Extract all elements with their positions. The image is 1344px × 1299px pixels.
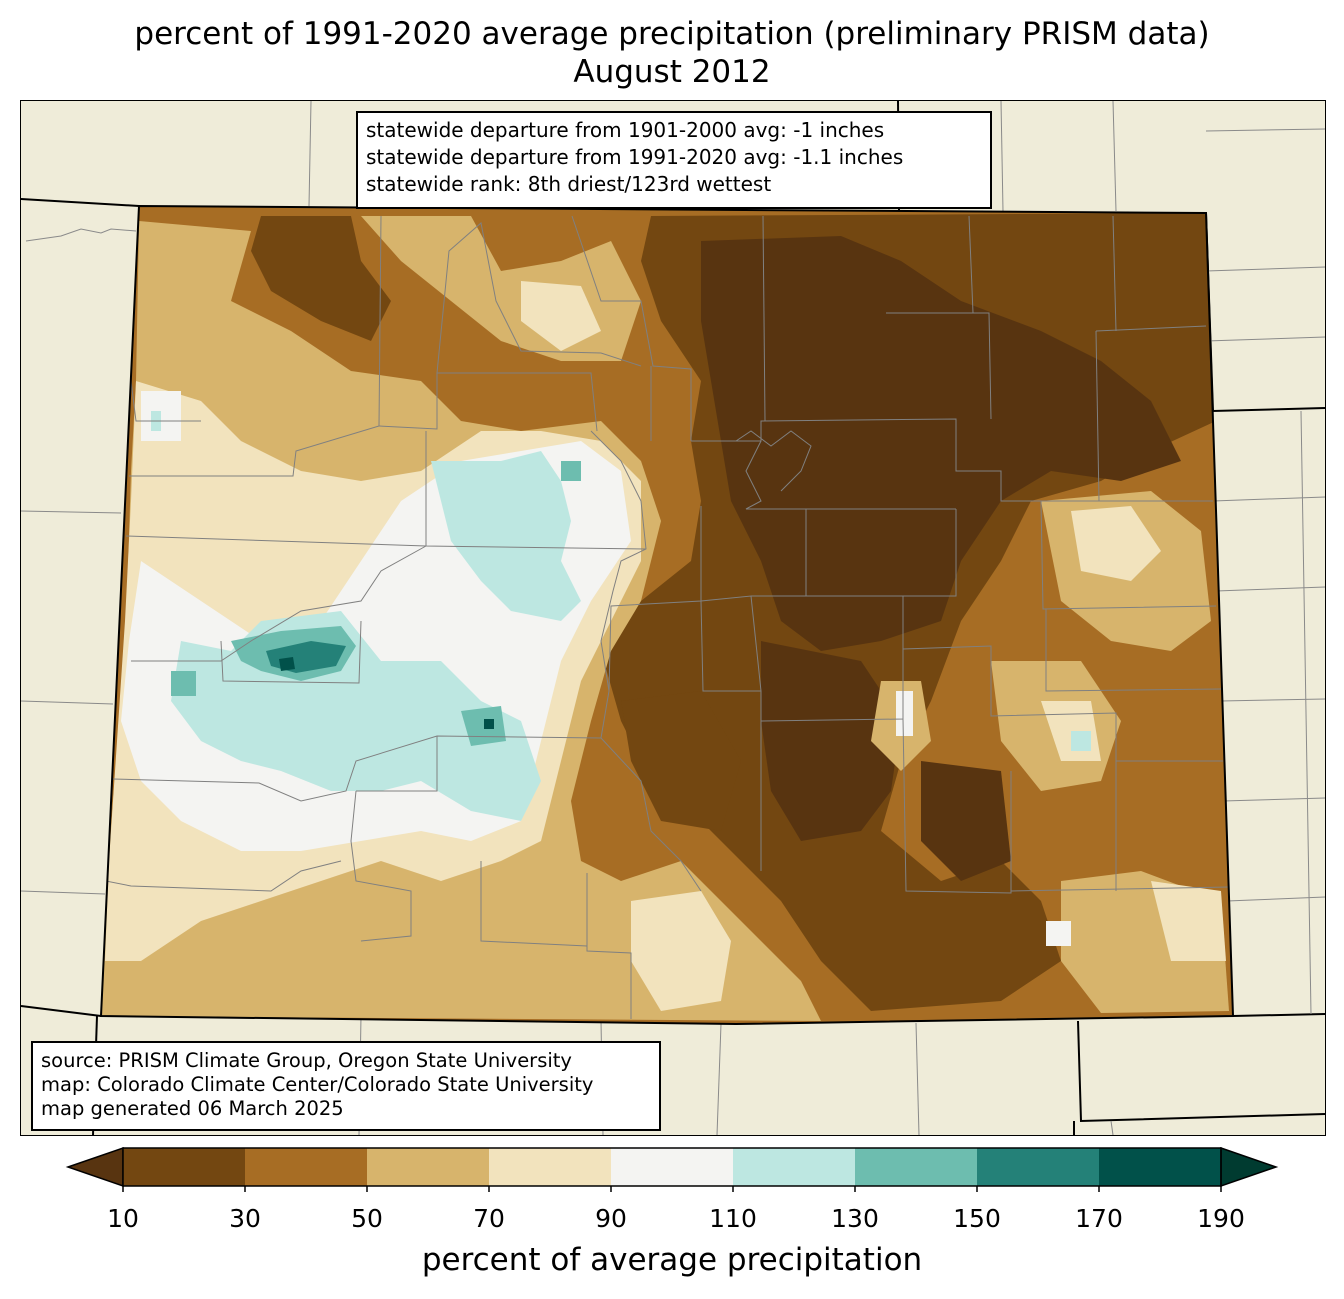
colorbar-segment xyxy=(611,1148,734,1186)
colorbar-segment xyxy=(367,1148,490,1186)
map-frame xyxy=(20,100,1326,1136)
precipitation-map xyxy=(21,101,1325,1135)
colorbar-outline xyxy=(122,1147,1222,1187)
colorbar-segment xyxy=(855,1148,978,1186)
colorbar-tick-label: 190 xyxy=(1197,1204,1245,1233)
county-lines xyxy=(105,215,1232,1019)
map-credit-line: map: Colorado Climate Center/Colorado St… xyxy=(41,1073,594,1096)
colorbar-label: percent of average precipitation xyxy=(421,1242,923,1278)
colorbar-segment xyxy=(245,1148,368,1186)
colorbar xyxy=(65,1146,1279,1192)
colorbar-tick-label: 30 xyxy=(229,1204,261,1233)
statewide-stats-box: statewide departure from 1901-2000 avg: … xyxy=(356,111,992,209)
colorbar-tick-label: 10 xyxy=(107,1204,139,1233)
colorbar-tick-label: 150 xyxy=(953,1204,1001,1233)
source-box: source: PRISM Climate Group, Oregon Stat… xyxy=(31,1041,661,1131)
colorbar-tick-label: 70 xyxy=(473,1204,505,1233)
colorbar-segments xyxy=(123,1148,1222,1186)
precip-170-190 xyxy=(279,657,494,729)
colorbar-segment xyxy=(489,1148,612,1186)
colorbar-ticks xyxy=(122,1186,1222,1192)
colorbar-tick-label: 50 xyxy=(351,1204,383,1233)
map-subtitle: August 2012 xyxy=(573,54,771,90)
colorbar-segment xyxy=(123,1148,246,1186)
stats-departure-1991-2020: statewide departure from 1991-2020 avg: … xyxy=(366,145,904,169)
map-title: percent of 1991-2020 average precipitati… xyxy=(134,16,1210,52)
colorado-border xyxy=(99,204,1235,1026)
source-line: source: PRISM Climate Group, Oregon Stat… xyxy=(41,1049,572,1072)
colorbar-tick-label: 110 xyxy=(709,1204,757,1233)
colorbar-segment xyxy=(1099,1148,1222,1186)
colorbar-segment xyxy=(977,1148,1100,1186)
colorbar-under-arrow xyxy=(65,1146,124,1188)
colorbar-tick-label: 130 xyxy=(831,1204,879,1233)
colorbar-over-arrow xyxy=(1220,1146,1279,1188)
colorbar-segment xyxy=(733,1148,856,1186)
stats-departure-1901-2000: statewide departure from 1901-2000 avg: … xyxy=(366,118,885,142)
colorbar-tick-label: 90 xyxy=(595,1204,627,1233)
stats-rank: statewide rank: 8th driest/123rd wettest xyxy=(366,172,772,196)
generated-date-line: map generated 06 March 2025 xyxy=(41,1097,344,1120)
colorbar-tick-label: 170 xyxy=(1075,1204,1123,1233)
